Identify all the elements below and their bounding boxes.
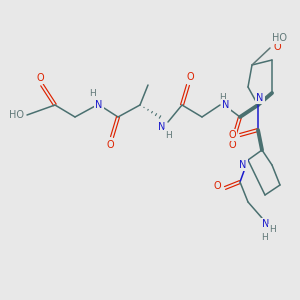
Text: O: O	[213, 181, 221, 191]
Text: O: O	[228, 130, 236, 140]
Text: H: H	[276, 37, 283, 46]
Text: N: N	[256, 93, 264, 103]
Text: N: N	[222, 100, 230, 110]
Text: H: H	[165, 130, 171, 140]
Text: HO: HO	[272, 33, 287, 43]
Text: N: N	[158, 122, 166, 132]
Text: N: N	[262, 219, 270, 229]
Text: O: O	[228, 140, 236, 150]
Text: N: N	[239, 160, 247, 170]
Text: H: H	[262, 233, 268, 242]
Text: O: O	[186, 72, 194, 82]
Text: O: O	[36, 73, 44, 83]
Text: O: O	[106, 140, 114, 150]
Text: O: O	[273, 42, 280, 52]
Text: HO: HO	[9, 110, 24, 120]
Text: H: H	[90, 89, 96, 98]
Text: N: N	[95, 100, 103, 110]
Text: H: H	[219, 94, 225, 103]
Text: H: H	[268, 226, 275, 235]
